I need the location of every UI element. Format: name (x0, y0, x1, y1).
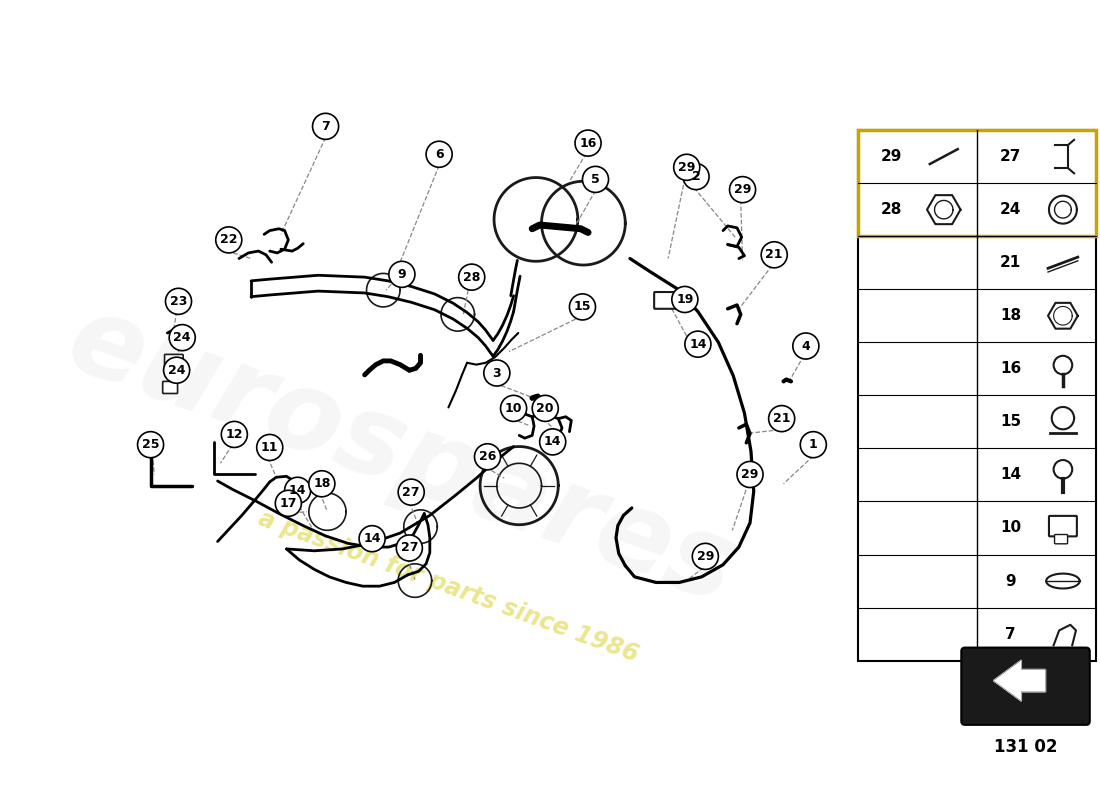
FancyBboxPatch shape (961, 647, 1090, 725)
Circle shape (169, 325, 196, 350)
Text: 28: 28 (463, 270, 481, 284)
Text: 14: 14 (289, 484, 307, 497)
Circle shape (692, 543, 718, 570)
Text: 24: 24 (1000, 202, 1021, 217)
Text: 18: 18 (314, 478, 330, 490)
Circle shape (672, 286, 697, 313)
Text: 29: 29 (696, 550, 714, 563)
Circle shape (683, 163, 710, 190)
Text: a passion for parts since 1986: a passion for parts since 1986 (255, 506, 641, 666)
Text: 4: 4 (802, 339, 811, 353)
FancyBboxPatch shape (163, 382, 177, 394)
Circle shape (532, 395, 559, 422)
Circle shape (275, 490, 301, 516)
Text: 27: 27 (400, 542, 418, 554)
Circle shape (570, 294, 595, 320)
FancyBboxPatch shape (654, 292, 676, 309)
Text: 20: 20 (537, 402, 554, 415)
Text: 29: 29 (734, 183, 751, 196)
Text: 28: 28 (881, 202, 902, 217)
Circle shape (484, 360, 510, 386)
Circle shape (164, 357, 189, 383)
Circle shape (737, 462, 763, 487)
Text: 29: 29 (741, 468, 759, 481)
Text: 15: 15 (1000, 414, 1021, 430)
Text: 27: 27 (1000, 149, 1021, 164)
Text: 17: 17 (279, 497, 297, 510)
Circle shape (673, 154, 700, 180)
Circle shape (309, 470, 334, 497)
Text: 26: 26 (478, 450, 496, 463)
FancyBboxPatch shape (1049, 516, 1077, 536)
Text: 12: 12 (226, 428, 243, 441)
Text: 14: 14 (1000, 467, 1021, 482)
Circle shape (1054, 356, 1072, 374)
Text: 16: 16 (1000, 362, 1021, 376)
Circle shape (685, 331, 711, 357)
Circle shape (165, 288, 191, 314)
Circle shape (793, 333, 818, 359)
Text: 15: 15 (574, 301, 591, 314)
Text: 3: 3 (493, 366, 502, 379)
FancyBboxPatch shape (1055, 534, 1068, 544)
Text: 24: 24 (168, 364, 186, 377)
Circle shape (575, 130, 601, 156)
Circle shape (540, 429, 565, 455)
Circle shape (312, 114, 339, 139)
Circle shape (426, 142, 452, 167)
Circle shape (285, 478, 310, 503)
Circle shape (389, 262, 415, 287)
Text: 10: 10 (505, 402, 522, 415)
Text: 10: 10 (1000, 521, 1021, 535)
Text: eurospares: eurospares (54, 286, 750, 626)
Text: 18: 18 (1000, 308, 1021, 323)
Text: 7: 7 (1005, 626, 1015, 642)
Text: 19: 19 (676, 293, 693, 306)
Circle shape (216, 227, 242, 253)
Text: 14: 14 (363, 532, 381, 545)
Text: 29: 29 (881, 149, 902, 164)
FancyBboxPatch shape (858, 130, 1097, 661)
Text: 14: 14 (689, 338, 706, 350)
Text: 21: 21 (773, 412, 791, 425)
Text: 131 02: 131 02 (993, 738, 1057, 756)
Polygon shape (993, 660, 1045, 701)
Circle shape (769, 406, 794, 432)
Circle shape (729, 177, 756, 202)
Circle shape (221, 422, 248, 447)
Circle shape (761, 242, 788, 268)
Text: 24: 24 (174, 331, 191, 344)
Text: 25: 25 (142, 438, 160, 451)
Circle shape (474, 444, 500, 470)
Circle shape (138, 432, 164, 458)
Text: 1: 1 (808, 438, 817, 451)
FancyBboxPatch shape (165, 354, 184, 367)
Circle shape (359, 526, 385, 552)
Circle shape (1054, 460, 1072, 478)
Circle shape (398, 479, 425, 505)
Circle shape (256, 434, 283, 461)
Circle shape (459, 264, 485, 290)
Circle shape (583, 166, 608, 193)
Text: 2: 2 (692, 170, 701, 183)
Text: 29: 29 (678, 161, 695, 174)
Text: 9: 9 (1005, 574, 1015, 589)
Text: 7: 7 (321, 120, 330, 133)
Text: 21: 21 (1000, 255, 1021, 270)
Text: 6: 6 (434, 148, 443, 161)
Text: 16: 16 (580, 137, 596, 150)
Circle shape (500, 395, 527, 422)
Circle shape (396, 535, 422, 561)
Text: 5: 5 (591, 173, 600, 186)
Text: 14: 14 (543, 435, 561, 448)
Text: 11: 11 (261, 441, 278, 454)
Text: 21: 21 (766, 248, 783, 262)
Text: 23: 23 (169, 295, 187, 308)
Text: 9: 9 (397, 268, 406, 281)
Circle shape (801, 432, 826, 458)
Text: 22: 22 (220, 234, 238, 246)
FancyBboxPatch shape (858, 130, 1097, 236)
Text: 27: 27 (403, 486, 420, 498)
